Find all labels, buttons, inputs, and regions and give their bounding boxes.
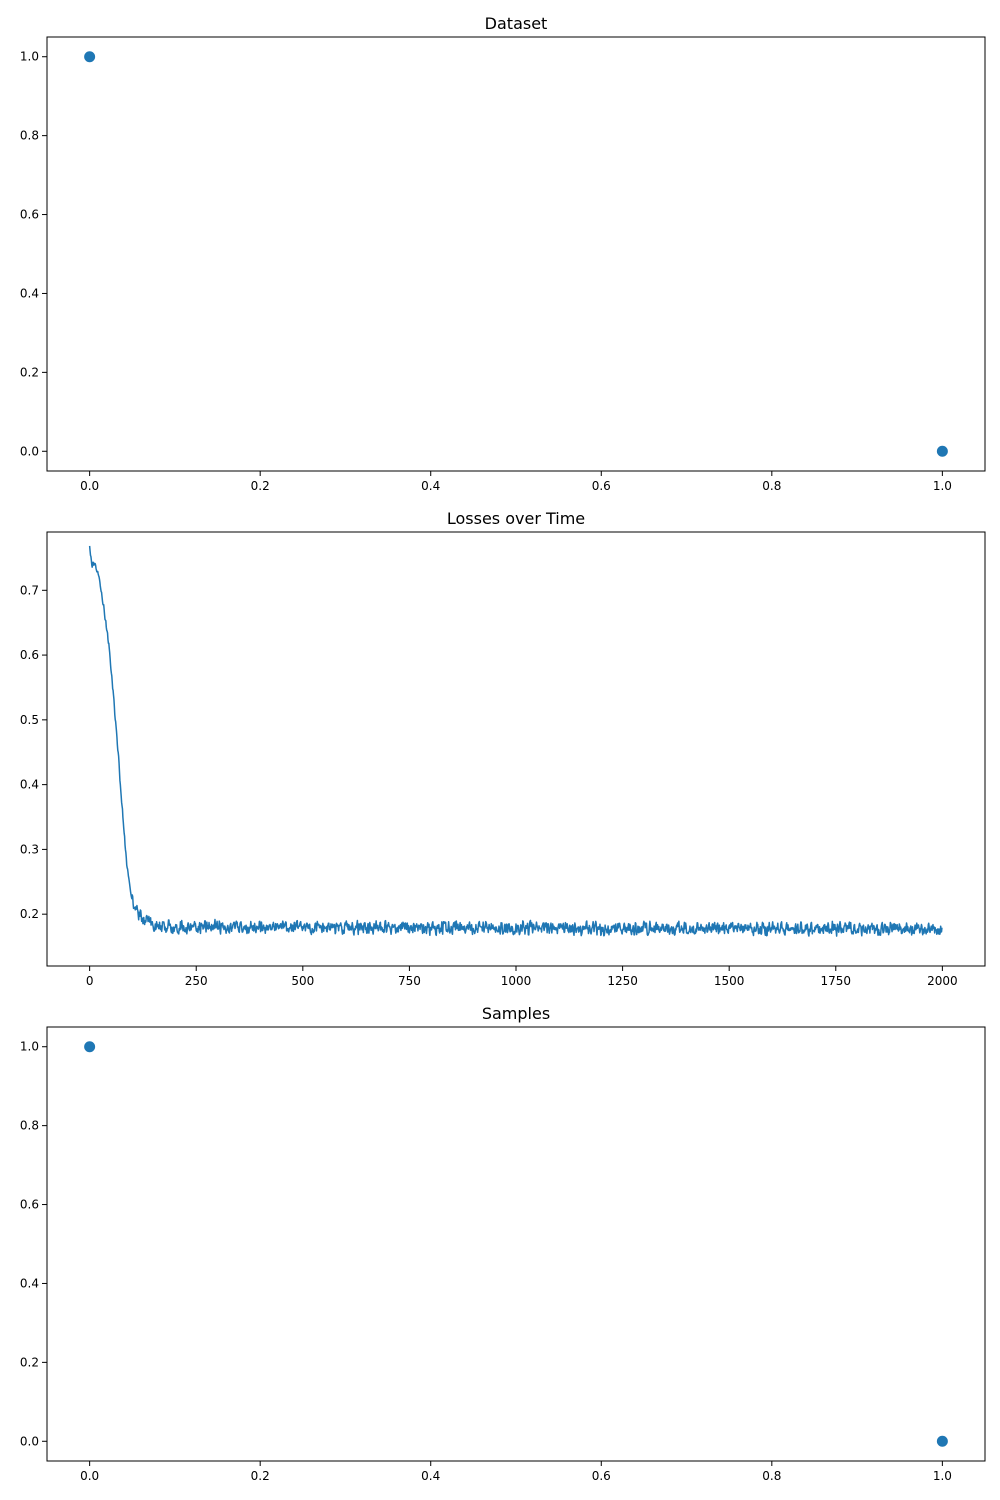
y-tick-label: 0.8 [20, 1119, 39, 1133]
x-tick-label: 0.8 [762, 479, 781, 493]
x-tick-label: 250 [185, 974, 208, 988]
y-tick-label: 0.4 [20, 778, 39, 792]
x-tick-label: 0.2 [251, 479, 270, 493]
x-tick-label: 0.0 [80, 479, 99, 493]
y-tick-label: 0.4 [20, 286, 39, 300]
scatter-point [936, 445, 948, 457]
y-tick-label: 1.0 [20, 50, 39, 64]
x-tick-label: 0.6 [592, 1469, 611, 1483]
chart-title: Losses over Time [447, 509, 585, 528]
y-tick-label: 0.2 [20, 365, 39, 379]
y-tick-label: 0.2 [20, 907, 39, 921]
y-tick-label: 0.4 [20, 1276, 39, 1290]
scatter-point [84, 51, 96, 63]
x-tick-label: 0 [86, 974, 94, 988]
y-tick-label: 0.2 [20, 1355, 39, 1369]
scatter-point [84, 1041, 96, 1053]
plot-area: 0.0 0.2 0.4 0.6 0.8 1.0 0.0 0.2 0.4 0.6 0.8 1.0 [20, 36, 986, 493]
y-tick-label: 1.0 [20, 1040, 39, 1054]
panel-losses: Losses over Time 0 250 500 750 1000 1250 1500 1… [20, 509, 986, 988]
axes-frame [46, 1026, 986, 1462]
x-tick-label: 0.8 [762, 1469, 781, 1483]
chart-title: Dataset [485, 14, 548, 33]
plot-area: 0 250 500 750 1000 1250 1500 1750 2000 0.2 0.3 0.4 0… [20, 531, 986, 988]
loss-line [88, 545, 943, 937]
plot-area: 0.0 0.2 0.4 0.6 0.8 1.0 0.0 0.2 0.4 0.6 0.8 1.0 [20, 1026, 986, 1483]
x-tick-label: 2000 [927, 974, 958, 988]
panel-dataset: Dataset 0.0 0.2 0.4 0.6 0.8 1.00.00.20.40.60.… [20, 14, 986, 493]
x-tick-label: 1.0 [933, 479, 952, 493]
y-tick-label: 0.3 [20, 842, 39, 856]
x-tick-label: 1250 [607, 974, 638, 988]
x-tick-label: 500 [291, 974, 314, 988]
x-tick-label: 1500 [714, 974, 745, 988]
x-tick-label: 0.0 [80, 1469, 99, 1483]
y-tick-label: 0.7 [20, 583, 39, 597]
panel-samples: Samples 0.0 0.2 0.4 0.6 0.8 1.00.00.20.40.60.… [20, 1004, 986, 1483]
y-tick-label: 0.0 [20, 1434, 39, 1448]
x-tick-label: 750 [398, 974, 421, 988]
chart-title: Samples [482, 1004, 550, 1023]
y-tick-label: 0.8 [20, 129, 39, 143]
axes-frame [46, 36, 986, 472]
y-tick-label: 0.6 [20, 208, 39, 222]
y-tick-label: 0.6 [20, 648, 39, 662]
x-tick-label: 0.4 [421, 1469, 440, 1483]
y-tick-label: 0.5 [20, 713, 39, 727]
y-tick-label: 0.6 [20, 1198, 39, 1212]
x-tick-label: 1750 [820, 974, 851, 988]
x-tick-label: 0.6 [592, 479, 611, 493]
x-tick-label: 0.2 [251, 1469, 270, 1483]
y-tick-label: 0.0 [20, 444, 39, 458]
x-tick-label: 1.0 [933, 1469, 952, 1483]
x-tick-label: 0.4 [421, 479, 440, 493]
x-tick-label: 1000 [501, 974, 532, 988]
scatter-point [936, 1435, 948, 1447]
